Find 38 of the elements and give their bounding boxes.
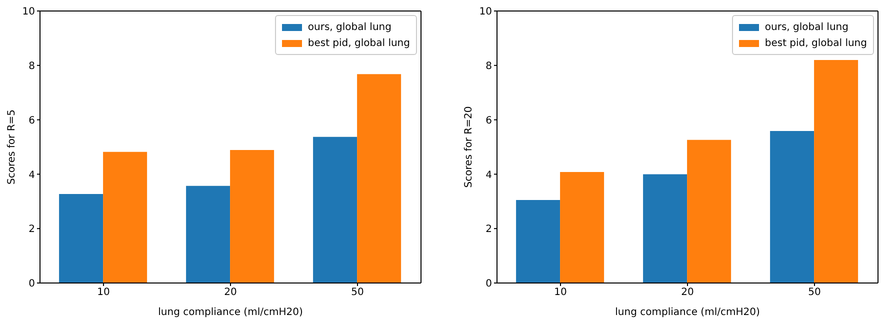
- bar: [643, 174, 688, 283]
- bar: [230, 150, 274, 283]
- y-tick-label: 8: [486, 60, 492, 72]
- legend-label: best pid, global lung: [308, 38, 410, 48]
- y-tick-label: 10: [22, 6, 35, 18]
- bar: [516, 200, 560, 283]
- bar: [59, 194, 104, 283]
- bar: [103, 152, 148, 283]
- x-tick-label: 20: [224, 287, 237, 298]
- bar: [687, 140, 732, 283]
- y-tick-label: 0: [28, 278, 35, 290]
- y-tick-label: 2: [28, 224, 35, 236]
- legend-label: best pid, global lung: [764, 38, 867, 48]
- bar: [313, 136, 358, 283]
- y-tick-label: 2: [486, 224, 492, 236]
- y-axis-title: Scores for R=20: [464, 106, 475, 188]
- bar: [186, 186, 230, 283]
- y-tick-label: 4: [28, 170, 35, 181]
- x-tick-label: 20: [681, 287, 694, 298]
- legend-label: ours, global lung: [764, 22, 848, 32]
- y-tick-label: 6: [28, 115, 35, 126]
- bar: [560, 172, 604, 283]
- bar: [770, 130, 814, 283]
- x-tick-label: 50: [351, 287, 364, 298]
- x-tick-label: 50: [808, 287, 821, 298]
- y-tick-label: 8: [28, 60, 35, 72]
- x-tick-label: 10: [554, 287, 567, 298]
- y-axis-title: Scores for R=5: [6, 109, 18, 185]
- bar: [814, 60, 858, 283]
- y-tick-label: 0: [486, 278, 492, 290]
- x-axis-title: lung compliance (ml/cmH20): [615, 307, 760, 318]
- x-axis-title: lung compliance (ml/cmH20): [158, 307, 303, 318]
- bar: [357, 74, 402, 283]
- legend-label: ours, global lung: [308, 22, 392, 32]
- y-tick-label: 6: [486, 115, 492, 126]
- x-tick-label: 10: [97, 287, 110, 298]
- y-tick-label: 4: [486, 170, 492, 181]
- y-tick-label: 10: [479, 6, 492, 18]
